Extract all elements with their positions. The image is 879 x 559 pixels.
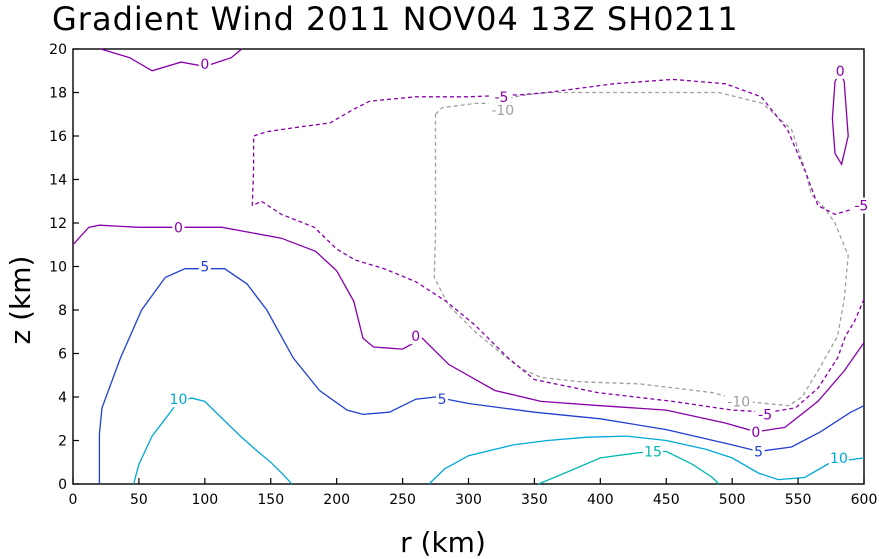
- contour-label: -5: [854, 199, 868, 215]
- contour-label: 0: [200, 57, 209, 73]
- x-tick-label: 150: [257, 492, 284, 508]
- contour-label-mask: [755, 406, 776, 423]
- x-tick-label: 400: [587, 492, 614, 508]
- x-tick-label: 350: [521, 492, 548, 508]
- contour-label: -5: [758, 407, 772, 423]
- chart-title: Gradient Wind 2011 NOV04 13Z SH0211: [52, 0, 739, 38]
- y-tick-label: 2: [58, 434, 67, 450]
- x-tick-label: 450: [653, 492, 680, 508]
- contour-label-mask: [488, 101, 517, 118]
- y-axis: 0 2 4 6 8 10 12 14 16 18 20: [49, 42, 79, 493]
- contour-label-mask: [172, 219, 185, 236]
- contour-label-mask: [752, 443, 765, 460]
- x-tick-label: 600: [851, 492, 878, 508]
- y-tick-label: 18: [49, 86, 67, 102]
- contour-line: [831, 69, 849, 167]
- y-tick-label: 12: [49, 216, 67, 232]
- contour-label-mask: [724, 393, 753, 410]
- contour-label-mask: [851, 197, 872, 214]
- y-tick-label: 0: [58, 477, 67, 493]
- contour-label: 5: [438, 392, 447, 408]
- contour-line: [433, 91, 849, 407]
- contour-label-mask: [436, 391, 449, 408]
- contour-label: 0: [751, 425, 760, 441]
- contour-label-mask: [834, 62, 847, 79]
- x-tick-label: 250: [389, 492, 416, 508]
- contour-line: [132, 397, 293, 485]
- contour-label: 10: [830, 451, 848, 467]
- contour-label-mask: [828, 449, 849, 466]
- contour-label-mask: [198, 56, 211, 73]
- contour-label: 0: [174, 220, 183, 236]
- y-tick-label: 8: [58, 303, 67, 319]
- x-tick-label: 500: [719, 492, 746, 508]
- y-tick-label: 20: [49, 42, 67, 58]
- contour-label-mask: [491, 88, 512, 105]
- y-tick-label: 10: [49, 260, 67, 276]
- contour-label-mask: [643, 443, 664, 460]
- contour-line: [251, 78, 858, 215]
- y-tick-label: 4: [58, 390, 67, 406]
- contour-label: -10: [491, 103, 514, 119]
- y-tick-label: 14: [49, 173, 67, 189]
- x-tick-label: 0: [69, 492, 78, 508]
- contour-line: [538, 450, 720, 485]
- contour-label: 0: [836, 64, 845, 80]
- x-axis: 0 50 100 150 200 250 300 350 400 450 500 550 600: [69, 478, 878, 508]
- contour-label: -10: [727, 394, 750, 410]
- y-tick-label: 6: [58, 347, 67, 363]
- contour-line: [428, 435, 865, 485]
- y-axis-label: z (km): [4, 256, 37, 345]
- contour-label-mask: [168, 391, 189, 408]
- contour-label-mask: [198, 258, 211, 275]
- y-tick-label: 16: [49, 129, 67, 145]
- contour-label: 10: [170, 392, 188, 408]
- contour-label: -5: [494, 90, 508, 106]
- contour-line: [100, 48, 243, 72]
- contour-label: 5: [754, 444, 763, 460]
- contour-label: 15: [644, 444, 662, 460]
- contour-label: 0: [411, 329, 420, 345]
- x-tick-label: 200: [323, 492, 350, 508]
- contour-label: 5: [200, 260, 209, 276]
- x-tick-label: 300: [455, 492, 482, 508]
- contour-line: [252, 200, 865, 413]
- contour-label-mask: [409, 328, 422, 345]
- x-tick-label: 100: [191, 492, 218, 508]
- x-axis-label: r (km): [400, 526, 486, 559]
- contour-label-mask: [749, 423, 762, 440]
- x-tick-label: 50: [130, 492, 148, 508]
- plot-frame: [72, 48, 865, 485]
- x-tick-label: 550: [785, 492, 812, 508]
- contour-line: [98, 268, 865, 484]
